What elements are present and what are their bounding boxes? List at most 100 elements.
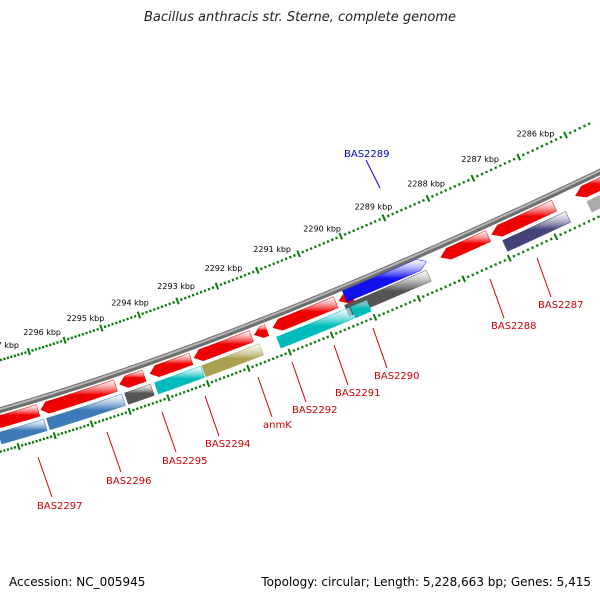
ruler-bottom-major-tick [52, 432, 57, 440]
ruler-top-dot [263, 265, 267, 269]
ruler-bottom-major-tick [246, 364, 251, 372]
ruler-top-dot [133, 314, 137, 318]
ruler-top-dot [3, 357, 6, 361]
ruler-bottom-dot [6, 448, 10, 451]
ruler-top-dot [247, 272, 251, 276]
label-leader-line [333, 344, 349, 386]
ruler-top-dot [48, 343, 52, 347]
ruler-bottom-dot [568, 228, 572, 232]
gene-feature[interactable] [0, 418, 48, 445]
ruler-bottom-dot [151, 401, 155, 405]
backbone-highlight [0, 169, 600, 411]
ruler-bottom-dot [46, 436, 49, 440]
gene-feature[interactable] [276, 307, 355, 349]
gene-feature[interactable] [350, 299, 372, 319]
ruler-bottom-dot [444, 285, 448, 289]
ruler-top-dot [211, 286, 215, 290]
ruler-bottom-dot [377, 313, 381, 317]
ruler-top-dot [343, 232, 347, 236]
accession-text: Accession: NC_005945 [9, 575, 146, 589]
ruler-top-dot [243, 273, 247, 277]
ruler-bottom-dot [155, 400, 159, 404]
ruler-top-dot [107, 324, 111, 327]
ruler-top-dot [195, 292, 199, 296]
ruler-bottom-dot [457, 279, 461, 283]
ruler-top-dot [352, 229, 356, 233]
gene-feature[interactable] [440, 230, 492, 260]
backbone-line [0, 168, 600, 414]
ruler-top-dot [160, 305, 164, 309]
ruler-top-dot [582, 124, 586, 128]
ruler-bottom-dot [13, 446, 17, 449]
gene-label-anmk[interactable]: anmK [263, 420, 292, 431]
ruler-top-dot [41, 345, 45, 349]
ruler-bottom-dot [279, 353, 283, 358]
ruler-bottom-dot [190, 387, 194, 391]
ruler-bottom-dot [135, 407, 139, 411]
ruler-bottom-major-tick [461, 275, 467, 283]
gene-label-bas2287[interactable]: BAS2287 [538, 300, 584, 311]
ruler-top-dot [512, 157, 516, 161]
gene-label-bas2290[interactable]: BAS2290 [374, 371, 420, 382]
gene-feature[interactable] [119, 369, 147, 388]
ruler-bottom-dot [238, 369, 242, 373]
gene-label-bas2291[interactable]: BAS2291 [335, 388, 381, 399]
gene-feature[interactable] [124, 383, 155, 405]
label-leader-lines [37, 159, 552, 498]
gene-feature[interactable] [46, 393, 126, 431]
gene-label-bas2288[interactable]: BAS2288 [491, 321, 537, 332]
genome-summary-text: Topology: circular; Length: 5,228,663 bp… [261, 575, 591, 589]
gene-feature[interactable] [0, 404, 41, 428]
ruler-bottom-dot [347, 326, 351, 330]
ruler-bottom-dot [60, 431, 64, 435]
ruler-bottom-dot [218, 377, 222, 381]
gene-feature[interactable] [574, 173, 600, 198]
ruler-bottom-dot [0, 450, 3, 453]
ruler-bottom-dot [234, 371, 238, 375]
gene-feature[interactable] [272, 296, 339, 331]
gene-feature[interactable] [342, 259, 427, 303]
gene-feature[interactable] [586, 186, 600, 213]
ruler-bottom-dot [68, 429, 71, 433]
ruler-bottom-dot [563, 230, 567, 235]
gene-feature[interactable] [40, 379, 118, 414]
ruler-bottom-dot [512, 254, 516, 258]
ruler-top-dot [448, 186, 452, 190]
ruler-top-dot [183, 296, 187, 300]
ruler-top-dot [365, 223, 369, 227]
ruler-bottom-dot [275, 355, 279, 359]
gene-feature[interactable] [149, 352, 194, 378]
gene-feature[interactable] [502, 211, 571, 252]
ruler-top-dot [292, 253, 296, 258]
ruler-top-dot [503, 161, 507, 166]
gene-feature[interactable] [491, 199, 558, 237]
gene-feature[interactable] [253, 324, 270, 338]
ruler-top-dot [207, 287, 211, 291]
gene-feature[interactable] [154, 365, 205, 395]
ruler-top-dot [578, 126, 582, 130]
ruler-top-dot [466, 178, 470, 182]
gene-label-bas2297[interactable]: BAS2297 [37, 501, 83, 512]
ruler-top-dot [276, 260, 280, 264]
ruler-bottom-dot [82, 424, 86, 428]
gene-feature[interactable] [201, 343, 264, 378]
gene-label-bas2296[interactable]: BAS2296 [106, 476, 152, 487]
gene-feature[interactable] [193, 330, 254, 362]
ruler-bottom-dot [351, 324, 355, 328]
gene-label-bas2295[interactable]: BAS2295 [162, 456, 208, 467]
ruler-top-dot [235, 276, 239, 280]
ruler-top-dot [280, 258, 284, 263]
ruler-bottom-dot [42, 437, 46, 441]
gene-label-bas2289[interactable]: BAS2289 [344, 149, 390, 160]
ruler-bottom-dot [27, 441, 31, 445]
ruler-bottom-dot [453, 281, 457, 285]
ruler-top-dot [457, 182, 461, 186]
ruler-label-2289: 2289 kbp [355, 203, 393, 212]
ruler-bottom-dot [94, 421, 97, 425]
label-leader-line [489, 278, 505, 319]
ruler-top-dot [494, 166, 498, 170]
ruler-bottom-dot [382, 312, 386, 316]
gene-label-bas2294[interactable]: BAS2294 [205, 439, 251, 450]
ruler-top-dot [475, 174, 479, 178]
gene-label-bas2292[interactable]: BAS2292 [292, 405, 338, 416]
